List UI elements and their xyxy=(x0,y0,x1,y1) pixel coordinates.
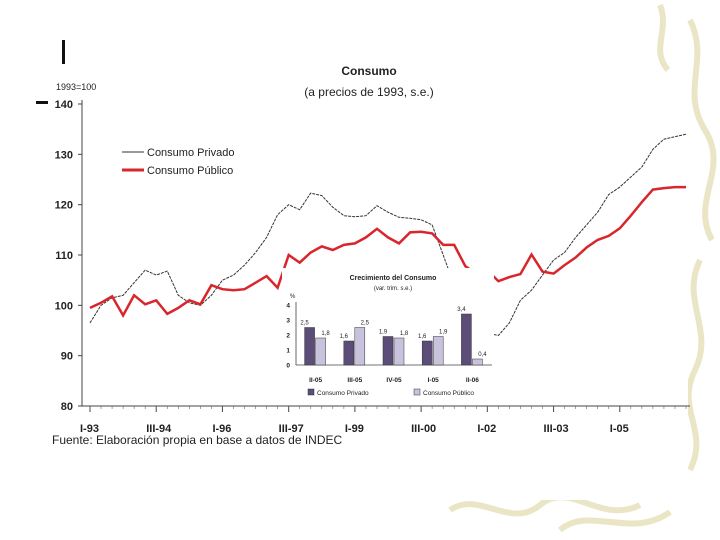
x-tick-label: I-93 xyxy=(80,423,99,435)
inset-bar-data-label: 2,5 xyxy=(300,321,309,327)
inset-bar-data-label: 1,6 xyxy=(418,334,427,340)
inset-bar-privado xyxy=(382,336,394,366)
decor-swirl xyxy=(448,494,642,517)
inset-bar-data-label: 0,4 xyxy=(478,352,487,358)
inset-x-tick-label: I-05 xyxy=(428,377,440,384)
slide-marker-bar xyxy=(62,40,65,64)
inset-bar-privado xyxy=(304,327,315,366)
inset-bar-data-label: 1,8 xyxy=(321,331,330,337)
inset-title: Crecimiento del Consumo xyxy=(350,275,437,282)
inset-background xyxy=(282,268,494,400)
decor-swirl xyxy=(685,258,705,472)
x-tick-label: I-05 xyxy=(610,423,629,435)
inset-ylabel: % xyxy=(290,294,296,300)
inset-y-tick-label: 4 xyxy=(286,303,290,310)
inset-y-tick-label: 1 xyxy=(286,348,290,355)
inset-subtitle: (var. trim. s.e.) xyxy=(374,286,412,292)
inset-bar-publico xyxy=(472,358,483,366)
series-line-consumo-publico xyxy=(89,185,686,318)
decor-swirl xyxy=(687,18,717,242)
inset-bar-data-label: 1,9 xyxy=(379,330,388,336)
x-tick-label: I-99 xyxy=(345,423,364,435)
inset-bar-data-label: 2,5 xyxy=(361,321,370,327)
x-tick-label: III-00 xyxy=(411,423,436,435)
series-line-consumo-privado xyxy=(89,133,687,337)
base-label: 1993=100 xyxy=(56,82,96,92)
inset-chart: Crecimiento del Consumo (var. trim. s.e.… xyxy=(282,268,494,400)
inset-bar-publico xyxy=(315,337,326,366)
inset-x-tick-label: II-05 xyxy=(309,377,322,384)
x-tick-label: I-02 xyxy=(477,423,496,435)
inset-y-tick-label: 3 xyxy=(286,318,290,325)
y-tick-label: 140 xyxy=(55,99,73,111)
y-tick-label: 90 xyxy=(61,351,73,363)
y-tick-label: 130 xyxy=(55,149,73,161)
chart-subtitle: (a precios de 1993, s.e.) xyxy=(304,85,433,99)
inset-legend-public-swatch xyxy=(413,388,421,396)
x-tick-label: III-94 xyxy=(146,423,172,435)
decor-swirl xyxy=(558,509,672,533)
x-tick-label: III-03 xyxy=(544,423,569,435)
x-tick-label: I-96 xyxy=(212,423,231,435)
inset-bar-publico xyxy=(354,327,366,366)
inset-legend-private-label: Consumo Privado xyxy=(317,390,369,397)
y-tick-label: 80 xyxy=(61,401,73,413)
inset-x-tick-label: III-05 xyxy=(347,377,362,384)
y-tick-label: 120 xyxy=(55,200,73,212)
inset-bar-privado xyxy=(421,340,433,366)
decor-swirl xyxy=(657,3,671,73)
inset-bar-privado xyxy=(343,340,355,366)
inset-bar-privado xyxy=(461,313,472,366)
inset-bar-publico xyxy=(432,336,444,366)
chart-title: Consumo xyxy=(341,64,396,78)
inset-legend-private-swatch xyxy=(307,388,315,396)
inset-x-tick-label: IV-05 xyxy=(386,377,402,384)
source-note: Fuente: Elaboración propia en base a dat… xyxy=(52,433,343,447)
x-tick-label: III-97 xyxy=(279,423,304,435)
inset-bar-publico xyxy=(393,337,405,366)
inset-bar-data-label: 3,4 xyxy=(457,307,466,313)
inset-y-tick-label: 0 xyxy=(286,363,290,370)
slide-marker-dash xyxy=(36,101,48,104)
inset-x-tick-label: II-06 xyxy=(466,377,479,384)
y-tick-label: 100 xyxy=(55,300,73,312)
legend-private-label: Consumo Privado xyxy=(147,147,234,159)
inset-bar-data-label: 1,9 xyxy=(439,330,448,336)
y-tick-label: 110 xyxy=(55,250,73,262)
inset-bar-data-label: 1,8 xyxy=(400,331,409,337)
legend-public-label: Consumo Público xyxy=(147,165,233,177)
inset-y-tick-label: 2 xyxy=(286,333,290,340)
inset-legend-public-label: Consumo Público xyxy=(423,390,474,397)
inset-bar-data-label: 1,6 xyxy=(340,334,349,340)
